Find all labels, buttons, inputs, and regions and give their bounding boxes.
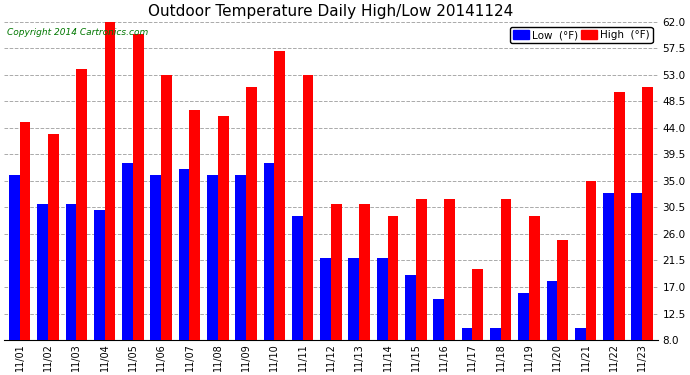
Legend: Low  (°F), High  (°F): Low (°F), High (°F)	[510, 27, 653, 44]
Bar	[575, 328, 586, 340]
Bar	[275, 51, 285, 340]
Bar	[586, 181, 596, 340]
Bar	[77, 69, 87, 340]
Bar	[614, 93, 624, 340]
Bar	[529, 216, 540, 340]
Bar	[190, 110, 200, 340]
Bar	[603, 193, 614, 340]
Bar	[405, 275, 416, 340]
Bar	[558, 240, 568, 340]
Bar	[66, 204, 77, 340]
Bar	[642, 87, 653, 340]
Bar	[48, 134, 59, 340]
Bar	[20, 122, 30, 340]
Bar	[105, 22, 115, 340]
Text: Copyright 2014 Cartronics.com: Copyright 2014 Cartronics.com	[8, 28, 148, 37]
Bar	[348, 258, 359, 340]
Bar	[416, 199, 426, 340]
Bar	[473, 269, 483, 340]
Bar	[150, 175, 161, 340]
Bar	[235, 175, 246, 340]
Bar	[518, 293, 529, 340]
Bar	[377, 258, 388, 340]
Bar	[433, 299, 444, 340]
Title: Outdoor Temperature Daily High/Low 20141124: Outdoor Temperature Daily High/Low 20141…	[148, 4, 513, 19]
Bar	[303, 75, 313, 340]
Bar	[9, 175, 20, 340]
Bar	[246, 87, 257, 340]
Bar	[133, 33, 144, 340]
Bar	[179, 169, 190, 340]
Bar	[444, 199, 455, 340]
Bar	[94, 210, 105, 340]
Bar	[264, 163, 275, 340]
Bar	[320, 258, 331, 340]
Bar	[631, 193, 642, 340]
Bar	[546, 281, 558, 340]
Bar	[331, 204, 342, 340]
Bar	[122, 163, 133, 340]
Bar	[292, 216, 303, 340]
Bar	[462, 328, 473, 340]
Bar	[37, 204, 48, 340]
Bar	[359, 204, 370, 340]
Bar	[207, 175, 218, 340]
Bar	[161, 75, 172, 340]
Bar	[388, 216, 398, 340]
Bar	[501, 199, 511, 340]
Bar	[490, 328, 501, 340]
Bar	[218, 116, 228, 340]
